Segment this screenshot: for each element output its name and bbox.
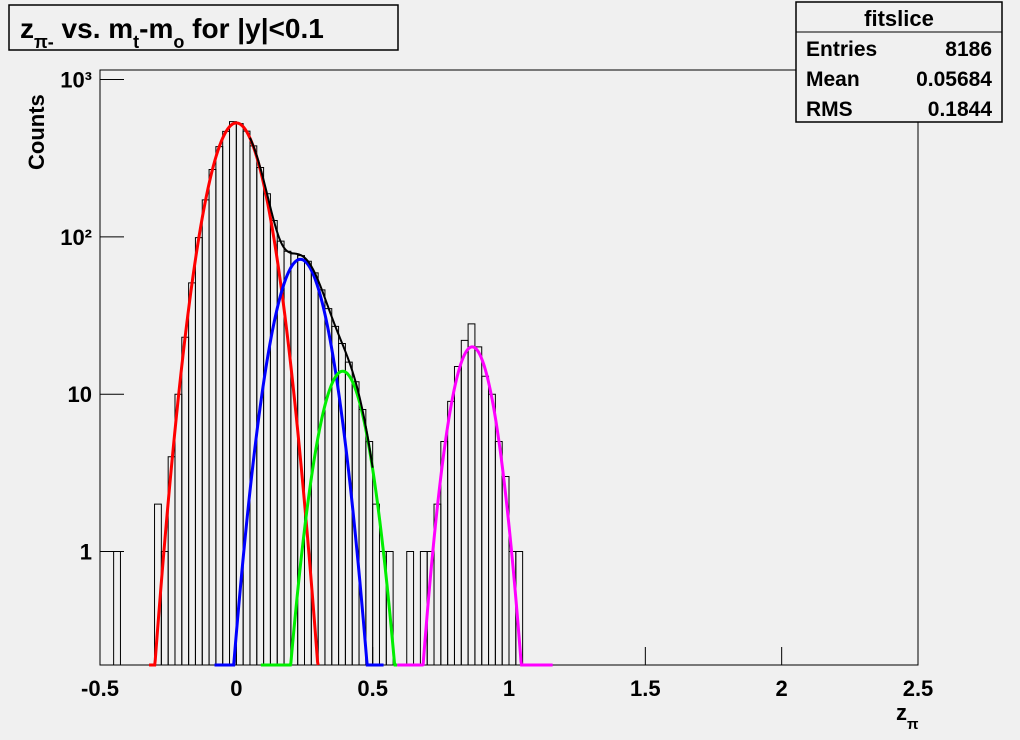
- x-tick-label: 0.5: [357, 676, 388, 701]
- bar: [113, 551, 121, 665]
- fit-curve: [397, 345, 553, 667]
- stats-label: RMS: [806, 98, 853, 121]
- fit-curve: [260, 369, 398, 667]
- x-tick-label: -0.5: [81, 676, 119, 701]
- x-tick-label: 1.5: [630, 676, 661, 701]
- x-tick-label: 1: [503, 676, 515, 701]
- bar: [385, 551, 394, 665]
- x-tick-label: 2: [776, 676, 788, 701]
- plot: [99, 79, 919, 667]
- y-axis-label: Counts: [24, 94, 49, 170]
- title-box: [8, 4, 399, 51]
- text-piece: z: [20, 13, 34, 44]
- text-piece: -m: [139, 13, 173, 44]
- fit-curve: [214, 257, 384, 667]
- y-tick-label: 10²: [60, 225, 92, 250]
- stats-title: fitslice: [864, 6, 934, 31]
- stats-value: 0.05684: [916, 68, 992, 91]
- y-tick-label: 1: [80, 540, 92, 565]
- text-piece: for |y|<0.1: [184, 13, 323, 44]
- stats-value: 0.1844: [928, 98, 993, 121]
- x-tick-label: 0: [230, 676, 242, 701]
- text-piece: π: [907, 716, 919, 733]
- text-piece: vs. m: [54, 13, 133, 44]
- stats-label: Mean: [806, 68, 860, 91]
- x-tick-label: 2.5: [903, 676, 934, 701]
- fit-curve: [149, 121, 320, 667]
- stats-value: 8186: [945, 38, 992, 61]
- x-axis-label: zπ: [896, 700, 919, 733]
- total-fit-curve: [249, 137, 374, 468]
- y-tick-label: 10: [68, 382, 92, 407]
- stats-box: fitslice Entries 8186 Mean 0.05684 RMS 0.1844: [795, 1, 1003, 123]
- bar: [406, 551, 415, 665]
- text-piece: o: [173, 32, 184, 52]
- chart-title: zπ- vs. mt-mo for |y|<0.1: [20, 13, 324, 52]
- y-tick-label: 10³: [60, 68, 92, 93]
- text-piece: z: [896, 700, 907, 725]
- text-piece: π-: [34, 32, 54, 52]
- stats-frame: [795, 1, 1003, 123]
- text-piece: t: [133, 32, 139, 52]
- stats-label: Entries: [806, 38, 877, 61]
